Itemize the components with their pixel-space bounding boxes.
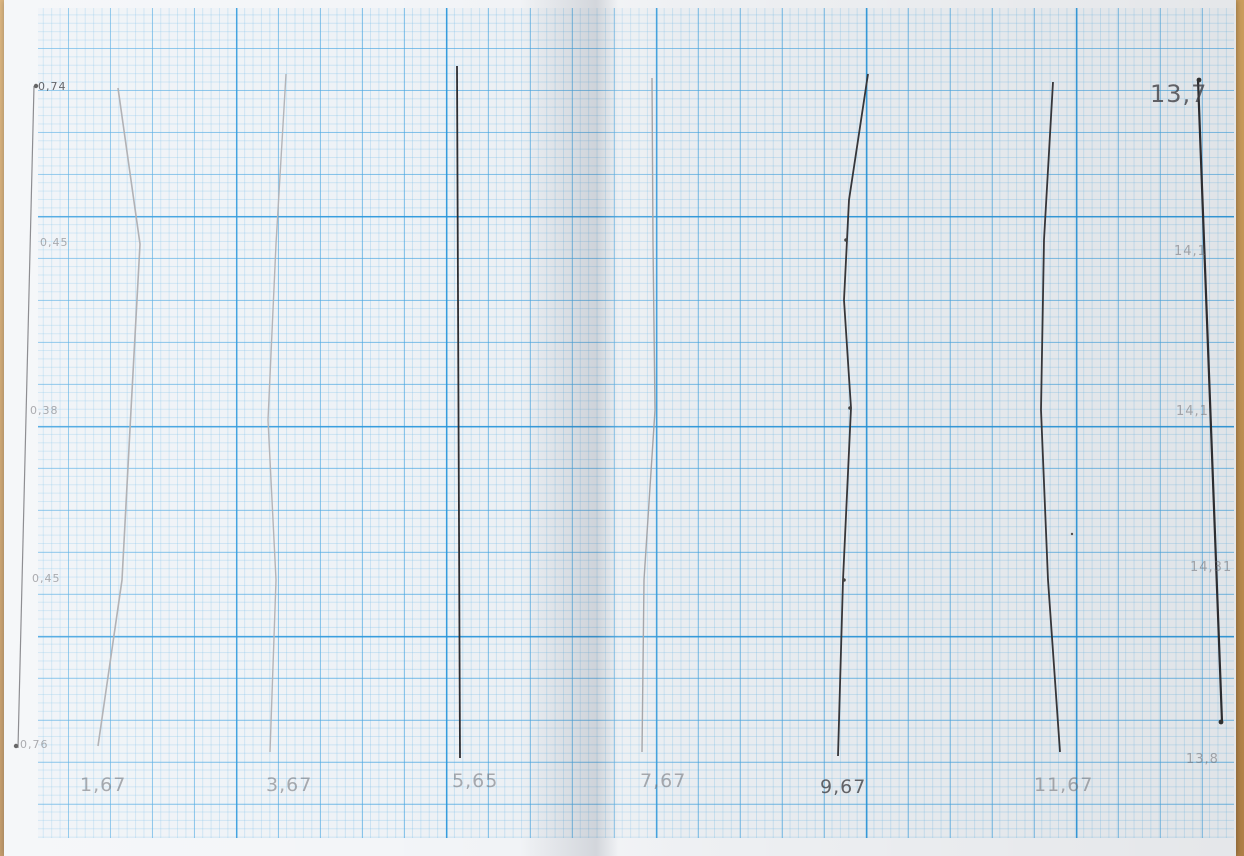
profile-line-5 <box>837 73 869 757</box>
left-label-2: 0,45 <box>40 236 69 249</box>
right-axis-line <box>1196 79 1224 723</box>
right-label-3: 14,1 <box>1176 404 1209 419</box>
left-label-1: 0,74 <box>38 80 67 93</box>
bottom-label-1: 1,67 <box>80 774 127 796</box>
left-label-3: 0,38 <box>30 404 59 417</box>
profile-line-4 <box>641 77 656 753</box>
bottom-label-4: 7,67 <box>640 770 687 792</box>
left-axis-dot-top <box>33 83 39 89</box>
profile-line-3 <box>456 65 461 759</box>
graph-paper-sheet <box>4 0 1236 856</box>
millimeter-grid <box>38 8 1234 838</box>
marker-dot <box>1070 532 1074 536</box>
profile-line-2 <box>267 73 287 753</box>
right-axis-dot-top <box>1196 77 1202 83</box>
bottom-label-2: 3,67 <box>266 774 313 796</box>
left-axis-dot-bottom <box>13 743 19 749</box>
marker-dot <box>844 238 848 242</box>
bottom-label-3: 5,65 <box>452 770 499 792</box>
right-axis-dot-bottom <box>1218 719 1224 725</box>
left-axis-line <box>17 85 35 749</box>
right-label-2: 14,1 <box>1174 244 1207 259</box>
right-label-5: 13,8 <box>1186 752 1219 767</box>
profile-line-1 <box>97 87 141 747</box>
profile-line-6 <box>1040 81 1061 753</box>
bottom-label-5: 9,67 <box>820 776 867 798</box>
left-label-4: 0,45 <box>32 572 61 585</box>
right-label-4: 14,31 <box>1190 560 1233 575</box>
left-label-5: 0,76 <box>20 738 49 751</box>
right-label-1: 13,7 <box>1150 80 1208 108</box>
marker-dot <box>848 406 852 410</box>
bottom-label-6: 11,67 <box>1034 774 1094 796</box>
marker-dot <box>842 578 846 582</box>
